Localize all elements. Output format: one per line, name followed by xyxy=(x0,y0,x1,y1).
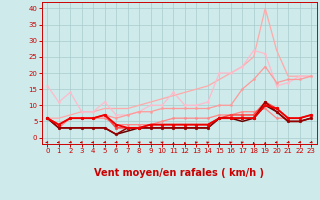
X-axis label: Vent moyen/en rafales ( km/h ): Vent moyen/en rafales ( km/h ) xyxy=(94,168,264,178)
